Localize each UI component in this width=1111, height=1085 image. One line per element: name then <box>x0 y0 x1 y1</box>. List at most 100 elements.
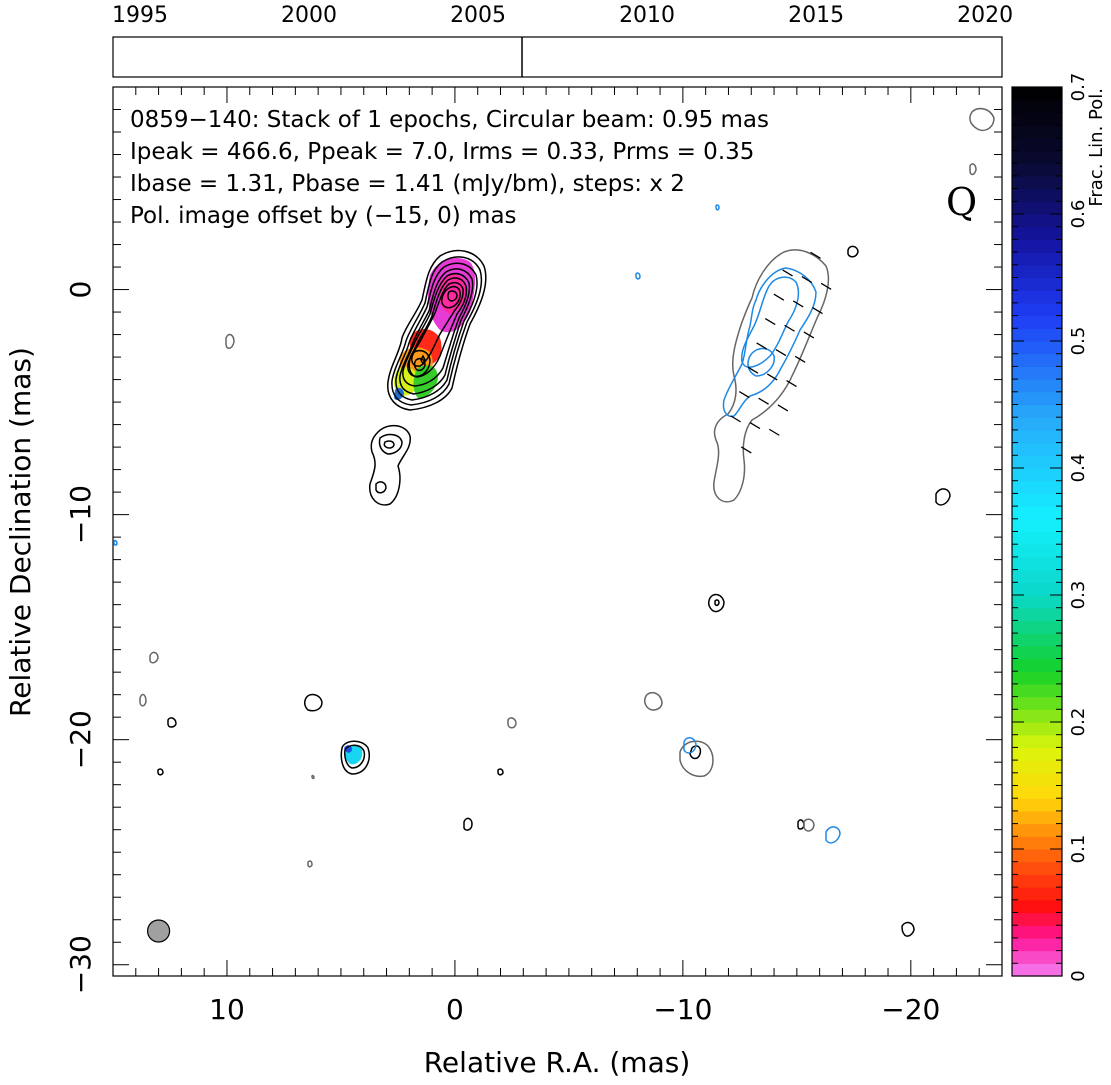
colorbar-step <box>1012 899 1062 914</box>
x-tick-label: 0 <box>446 993 464 1026</box>
i-contour-iso-3b <box>714 599 720 607</box>
colorbar-tick-label: 0.5 <box>1068 327 1089 356</box>
timeline-year-label: 1995 <box>112 3 168 28</box>
b-contour-iso-2 <box>825 826 841 844</box>
evpa-stick <box>803 331 815 339</box>
i-contour-south-1 <box>369 424 411 506</box>
colorbar-steps <box>1012 87 1062 977</box>
p-contour-iso-8 <box>139 693 147 707</box>
colorbar-step <box>1012 328 1062 342</box>
colorbar-step <box>1012 341 1062 355</box>
colorbar-step <box>1012 760 1062 774</box>
y-axis-label: Relative Declination (mas) <box>4 347 37 717</box>
colorbar-step <box>1012 188 1062 202</box>
colorbar-step <box>1012 620 1062 634</box>
stokes-q-label: Q <box>946 180 977 224</box>
x-axis-label: Relative R.A. (mas) <box>424 1046 691 1079</box>
map-panel: 10 0 −10 −20 0 −10 −20 −30 Relative R.A. (mas)… <box>4 86 1003 1079</box>
colorbar-step <box>1012 798 1062 812</box>
y-tick-label: −10 <box>64 485 97 544</box>
p-contour-iso-2 <box>969 163 977 176</box>
pol-intensity-contours <box>139 107 995 868</box>
colorbar-step <box>1012 747 1062 761</box>
evpa-stick <box>764 318 776 326</box>
i-contour-knot-c <box>420 354 426 366</box>
colorbar-step <box>1012 925 1062 939</box>
colorbar-step <box>1012 722 1062 736</box>
colorbar-tick-label: 0.2 <box>1068 708 1089 737</box>
colorbar-step <box>1012 950 1062 964</box>
colorbar-tick-label: 0.4 <box>1068 454 1089 483</box>
colorbar-label: Frac. Lin. Pol. <box>1086 88 1107 207</box>
colorbar-step <box>1012 696 1062 710</box>
colorbar: 0 0.1 0.2 0.3 0.4 0.5 0.6 0.7 Frac. Lin. Pol. <box>1011 73 1107 982</box>
beam-ellipse <box>146 919 171 943</box>
p-contour-iso-1 <box>969 107 995 132</box>
colorbar-step <box>1012 366 1062 380</box>
colorbar-step <box>1012 315 1062 329</box>
y-tick-labels: 0 −10 −20 −30 <box>64 281 97 995</box>
colorbar-step <box>1012 264 1062 279</box>
colorbar-step <box>1012 937 1062 952</box>
p-contour-iso-6 <box>225 333 235 349</box>
colorbar-step <box>1012 506 1062 520</box>
i-contour-iso-1b <box>344 744 366 769</box>
colorbar-step <box>1012 772 1062 787</box>
evpa-stick <box>784 324 795 332</box>
i-contour-2 <box>391 256 483 406</box>
i-contour-5 <box>402 272 471 387</box>
colorbar-step <box>1012 353 1062 367</box>
evpa-stick <box>810 251 821 259</box>
colorbar-step <box>1012 239 1062 253</box>
i-contour-7 <box>411 281 464 367</box>
colorbar-step <box>1012 531 1062 545</box>
colorbar-step <box>1012 823 1062 837</box>
evpa-stick <box>801 276 813 284</box>
header-line-3: Ibase = 1.31, Pbase = 1.41 (mJy/bm), ste… <box>130 171 685 197</box>
p-contour-iso-3 <box>643 691 663 711</box>
colorbar-tick-labels: 0 0.1 0.2 0.3 0.4 0.5 0.6 0.7 <box>1068 73 1089 982</box>
colorbar-step <box>1012 633 1062 647</box>
p-contour-main <box>713 249 830 503</box>
colorbar-step <box>1012 785 1062 799</box>
evpa-stick <box>773 293 785 301</box>
evpa-stick <box>730 415 741 423</box>
colorbar-step <box>1012 887 1062 901</box>
colorbar-step <box>1012 569 1062 583</box>
p-contour-iso-9 <box>507 717 517 729</box>
timeline-year-label: 2015 <box>788 3 844 28</box>
x-tick-labels: 10 0 −10 −20 <box>209 993 940 1026</box>
evpa-stick <box>738 390 750 399</box>
colorbar-step <box>1012 810 1062 825</box>
colorbar-ticks <box>1012 86 1062 977</box>
i-contour-iso-6 <box>463 817 473 831</box>
colorbar-tick-label: 0 <box>1068 970 1089 981</box>
b-contour-iso-3 <box>715 204 720 211</box>
colorbar-step <box>1012 658 1062 672</box>
y-tick-label: 0 <box>64 281 97 299</box>
i-contour-south-3 <box>383 440 395 449</box>
header-annotation: 0859−140: Stack of 1 epochs, Circular be… <box>130 107 769 229</box>
p-contour-iso-11 <box>311 774 315 780</box>
i-contour-south-4 <box>375 481 387 494</box>
header-line-1: 0859−140: Stack of 1 epochs, Circular be… <box>130 107 769 133</box>
b-contour-iso-4 <box>635 272 641 280</box>
evpa-stick <box>740 446 752 454</box>
epoch-timeline: 1995 2000 2005 2010 2015 2020 <box>112 3 1013 78</box>
i-contour-iso-10 <box>157 768 164 776</box>
axis-ticks <box>112 86 1003 976</box>
header-line-2: Ipeak = 466.6, Ppeak = 7.0, Irms = 0.33,… <box>130 139 754 165</box>
colorbar-step <box>1012 277 1062 291</box>
colorbar-step <box>1012 645 1062 660</box>
evpa-stick <box>782 269 793 277</box>
p-contour-iso-4 <box>679 740 714 778</box>
plot-frame <box>112 86 1003 977</box>
i-contour-9 <box>447 290 458 302</box>
b-contour-iso-1 <box>683 737 697 754</box>
p-contour-iso-7 <box>149 651 159 664</box>
i-contour-8 <box>441 285 461 309</box>
colorbar-step <box>1012 671 1062 685</box>
colorbar-step <box>1012 87 1062 101</box>
colorbar-step <box>1012 836 1062 850</box>
colorbar-step <box>1012 417 1062 431</box>
